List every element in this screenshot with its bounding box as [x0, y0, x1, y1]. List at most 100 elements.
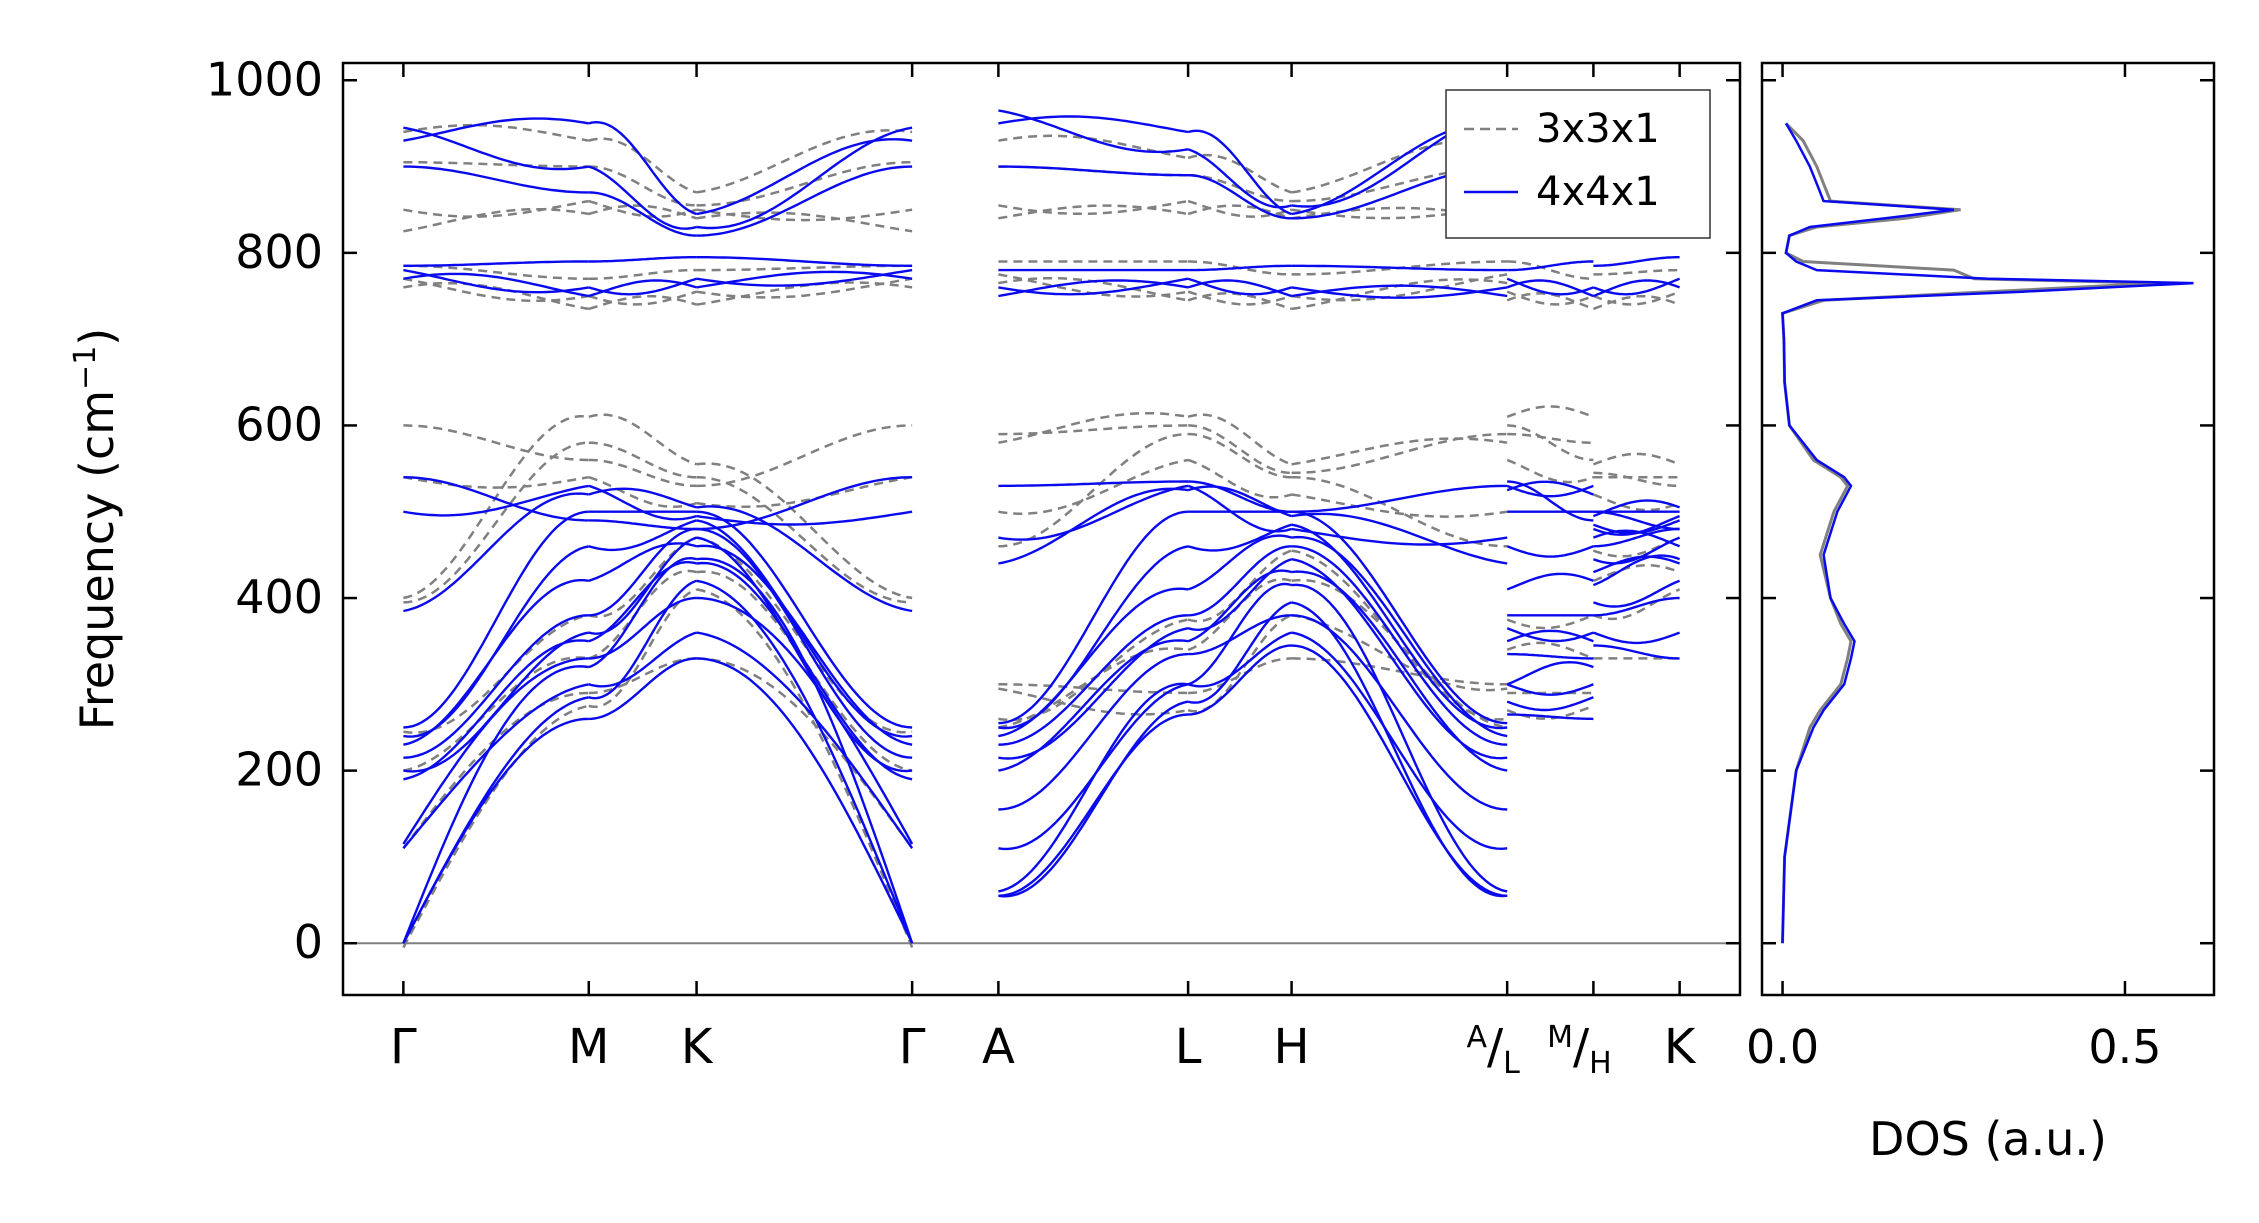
- band-line-4x4x1: [1291, 512, 1508, 565]
- band-line-3x3x1: [1506, 458, 1594, 484]
- band-line-4x4x1: [588, 657, 697, 721]
- y-axis-label-main: Frequency (cm: [70, 390, 124, 730]
- band-line-4x4x1: [403, 117, 590, 142]
- band-line-4x4x1: [1291, 535, 1508, 738]
- band-line-3x3x1: [588, 137, 697, 194]
- bands-3x3x1: [402, 123, 1681, 949]
- band-line-4x4x1: [588, 536, 698, 635]
- band-line-3x3x1: [1188, 657, 1292, 695]
- band-line-3x3x1: [1592, 290, 1681, 306]
- band-line-4x4x1: [1291, 523, 1508, 730]
- band-line-4x4x1: [588, 256, 697, 263]
- band-line-3x3x1: [1291, 493, 1508, 518]
- band-line-4x4x1: [1291, 527, 1508, 546]
- band-line-4x4x1: [1291, 264, 1508, 272]
- band-line-4x4x1: [1187, 582, 1292, 686]
- band-line-4x4x1: [1187, 558, 1292, 632]
- band-line-3x3x1: [1506, 614, 1594, 630]
- band-line-4x4x1: [1187, 601, 1292, 704]
- band-line-4x4x1: [1592, 631, 1681, 645]
- band-line-4x4x1: [696, 126, 913, 230]
- band-line-4x4x1: [1187, 569, 1292, 643]
- dos-curve-3x3x1: [1780, 122, 2160, 944]
- band-line-4x4x1: [998, 683, 1189, 851]
- band-line-3x3x1: [1592, 563, 1681, 582]
- band-line-4x4x1: [998, 277, 1189, 296]
- band-line-4x4x1: [1291, 284, 1508, 298]
- bands-4x4x1: [402, 109, 1681, 944]
- y-axis-label-sup: −1: [68, 346, 103, 390]
- band-line-4x4x1: [1507, 480, 1594, 522]
- band-line-3x3x1: [696, 277, 913, 299]
- band-line-4x4x1: [1506, 683, 1594, 696]
- band-line-4x4x1: [1188, 174, 1292, 220]
- x-tick-label: K: [1664, 1019, 1697, 1075]
- band-line-3x3x1: [402, 704, 590, 949]
- band-line-4x4x1: [1592, 277, 1681, 296]
- y-tick-label: 400: [235, 570, 323, 624]
- band-line-4x4x1: [403, 639, 589, 781]
- band-line-4x4x1: [1291, 614, 1508, 811]
- band-line-3x3x1: [588, 294, 697, 311]
- x-tick-label: Γ: [899, 1019, 926, 1075]
- composite-sup: A: [1466, 1020, 1487, 1055]
- band-line-4x4x1: [1187, 534, 1292, 591]
- band-line-4x4x1: [998, 487, 1189, 565]
- x-tick-label: Γ: [390, 1019, 417, 1075]
- band-line-4x4x1: [1506, 277, 1594, 296]
- band-line-4x4x1: [1291, 545, 1508, 746]
- x-tick-label: L: [1175, 1019, 1202, 1075]
- band-line-3x3x1: [403, 424, 589, 462]
- band-line-3x3x1: [1187, 458, 1292, 499]
- x-tick-label: A: [982, 1019, 1015, 1075]
- band-line-4x4x1: [588, 519, 697, 531]
- band-line-4x4x1: [403, 126, 589, 171]
- band-line-3x3x1: [1592, 536, 1681, 558]
- band-line-4x4x1: [998, 115, 1189, 134]
- band-line-4x4x1: [403, 272, 590, 298]
- band-line-4x4x1: [1187, 279, 1292, 298]
- band-line-3x3x1: [403, 199, 590, 218]
- composite-sub: H: [1589, 1046, 1612, 1081]
- band-line-4x4x1: [998, 279, 1189, 298]
- band-line-4x4x1: [1291, 484, 1508, 513]
- band-line-3x3x1: [998, 199, 1189, 216]
- legend-frame: [1445, 89, 1711, 239]
- band-line-3x3x1: [696, 570, 913, 772]
- band-line-4x4x1: [588, 120, 697, 216]
- band-line-4x4x1: [588, 631, 697, 688]
- band-line-4x4x1: [998, 713, 1189, 897]
- band-line-3x3x1: [696, 208, 913, 222]
- band-line-4x4x1: [998, 639, 1189, 772]
- band-line-4x4x1: [1506, 484, 1594, 498]
- band-line-4x4x1: [696, 510, 913, 526]
- band-line-4x4x1: [1188, 480, 1292, 513]
- band-line-3x3x1: [403, 281, 590, 311]
- band-line-4x4x1: [402, 665, 589, 944]
- band-line-3x3x1: [588, 204, 697, 220]
- band-line-3x3x1: [403, 160, 589, 168]
- band-line-4x4x1: [1592, 554, 1681, 587]
- composite-slash: /: [1573, 1019, 1590, 1075]
- band-line-4x4x1: [1592, 279, 1681, 298]
- band-line-3x3x1: [403, 277, 590, 303]
- band-line-4x4x1: [588, 579, 698, 700]
- band-line-3x3x1: [696, 475, 913, 508]
- band-x-ticks: Γ M K Γ A L H KA/LM/H: [390, 63, 1697, 1081]
- band-line-4x4x1: [1506, 660, 1594, 686]
- band-line-3x3x1: [403, 415, 589, 600]
- band-line-4x4x1: [588, 542, 697, 582]
- band-line-3x3x1: [1291, 578, 1508, 729]
- band-line-3x3x1: [1291, 273, 1508, 302]
- band-line-3x3x1: [1187, 199, 1292, 218]
- band-line-4x4x1: [1593, 579, 1681, 608]
- band-line-4x4x1: [696, 557, 914, 944]
- band-line-3x3x1: [998, 687, 1189, 716]
- y-tick-label: 1000: [206, 52, 323, 106]
- band-line-4x4x1: [1187, 148, 1292, 209]
- band-line-3x3x1: [403, 656, 589, 772]
- composite-sup: M: [1547, 1020, 1573, 1055]
- band-line-3x3x1: [588, 458, 697, 488]
- band-line-3x3x1: [998, 204, 1189, 220]
